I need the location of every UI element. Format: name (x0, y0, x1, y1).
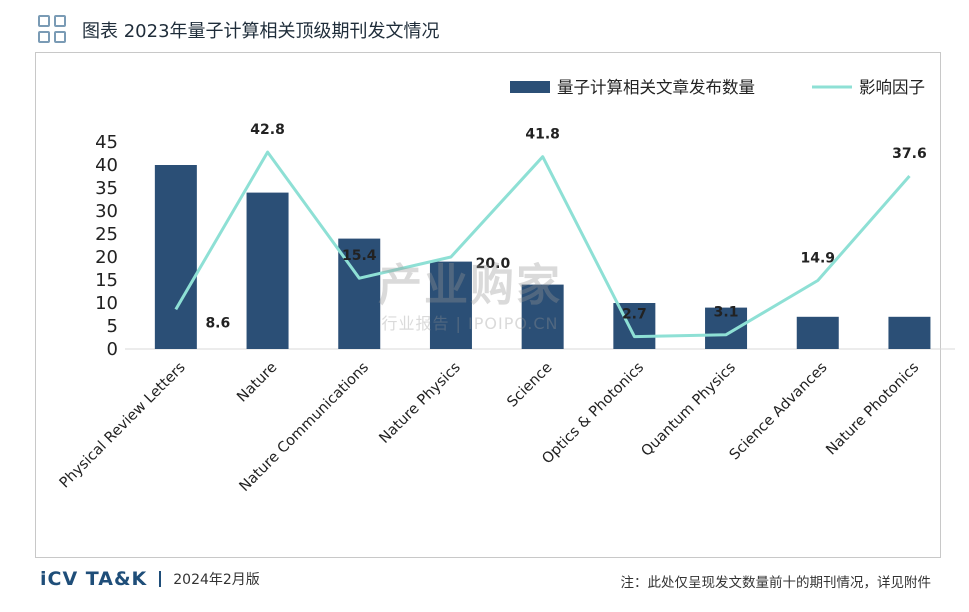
y-tick-label: 10 (95, 293, 118, 314)
data-label: 2.7 (622, 307, 647, 323)
bar (522, 285, 564, 349)
y-tick-label: 45 (95, 132, 118, 153)
y-tick-label: 30 (95, 201, 118, 222)
x-tick-label: Nature Photonics (823, 360, 922, 459)
bar (430, 262, 472, 349)
x-tick-label: Physical Review Letters (57, 360, 189, 492)
brand-logo: iCV TA&K (40, 568, 147, 590)
bar (888, 317, 930, 349)
x-tick-label: Optics & Photonics (539, 360, 647, 468)
x-tick-label: Nature Physics (377, 360, 464, 447)
edition-label: 2024年2月版 (173, 569, 260, 589)
legend-label-bar: 量子计算相关文章发布数量 (557, 78, 755, 97)
footer-note: 注：此处仅呈现发文数量前十的期刊情况，详见附件 (621, 571, 932, 591)
bar (155, 165, 197, 349)
y-tick-label: 20 (95, 247, 118, 268)
y-tick-label: 40 (95, 155, 118, 176)
y-tick-label: 25 (95, 224, 118, 245)
y-tick-label: 5 (107, 316, 118, 337)
bar (797, 317, 839, 349)
data-label: 20.0 (476, 256, 511, 272)
bar (247, 193, 289, 349)
data-label: 8.6 (205, 315, 230, 331)
data-label: 37.6 (892, 146, 927, 162)
data-label: 15.4 (342, 248, 377, 264)
data-label: 41.8 (525, 127, 560, 143)
y-tick-label: 0 (107, 339, 118, 360)
x-tick-label: Nature (234, 359, 280, 405)
legend-swatch-bar (510, 81, 550, 93)
footer-separator (159, 571, 161, 587)
legend-label-line: 影响因子 (859, 78, 925, 97)
y-tick-label: 15 (95, 270, 118, 291)
footer-left: iCV TA&K 2024年2月版 (40, 568, 260, 590)
y-tick-label: 35 (95, 178, 118, 199)
x-tick-label: Science Advances (727, 360, 831, 464)
x-tick-label: Quantum Physics (639, 360, 739, 460)
x-tick-label: Science (504, 359, 555, 410)
data-label: 3.1 (714, 305, 739, 321)
data-label: 42.8 (250, 122, 285, 138)
data-label: 14.9 (800, 250, 835, 266)
